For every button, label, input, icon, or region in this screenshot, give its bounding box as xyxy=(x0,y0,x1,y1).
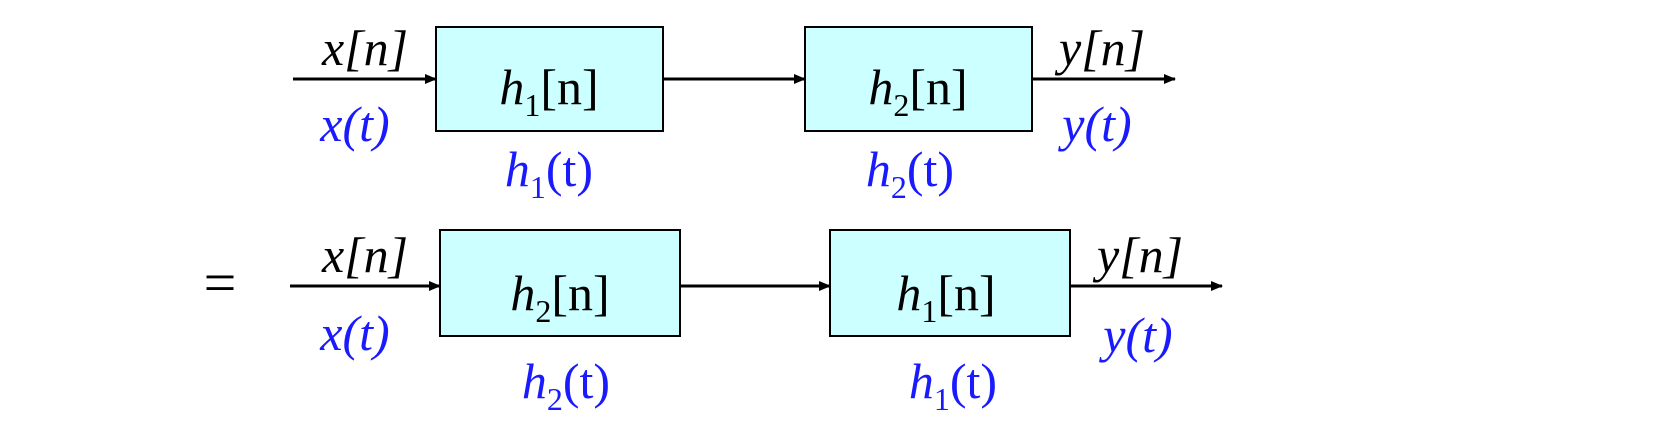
block-2-discrete-label: h2[n] xyxy=(868,59,967,123)
output-discrete-label: y[n] xyxy=(1092,227,1183,283)
block-1-discrete-label: h1[n] xyxy=(499,59,598,123)
output-continuous-label: y(t) xyxy=(1098,307,1172,363)
block-1-continuous-label: h2(t) xyxy=(522,353,610,417)
system-block-2 xyxy=(804,26,1033,132)
input-discrete-label: x[n] xyxy=(321,227,408,283)
block-2-continuous-label: h2(t) xyxy=(866,141,954,205)
system-row-2: x[n] x(t) h2[n] h2(t) h1[n] h1(t) y[n] y… xyxy=(290,227,1223,417)
output-continuous-label: y(t) xyxy=(1057,96,1131,152)
output-discrete-label: y[n] xyxy=(1054,20,1145,76)
system-row-1: x[n] x(t) h1[n] h1(t) h2[n] h2(t) y[n] y… xyxy=(293,20,1176,205)
equals-sign: = xyxy=(204,250,237,315)
input-continuous-label: x(t) xyxy=(319,96,389,152)
block-1-discrete-label: h2[n] xyxy=(510,265,609,329)
block-2-discrete-label: h1[n] xyxy=(896,265,995,329)
block-2-continuous-label: h1(t) xyxy=(909,353,997,417)
block-1-continuous-label: h1(t) xyxy=(505,141,593,205)
input-continuous-label: x(t) xyxy=(319,305,389,361)
system-block-1 xyxy=(439,229,681,337)
input-discrete-label: x[n] xyxy=(321,20,408,76)
system-block-2 xyxy=(829,229,1071,337)
